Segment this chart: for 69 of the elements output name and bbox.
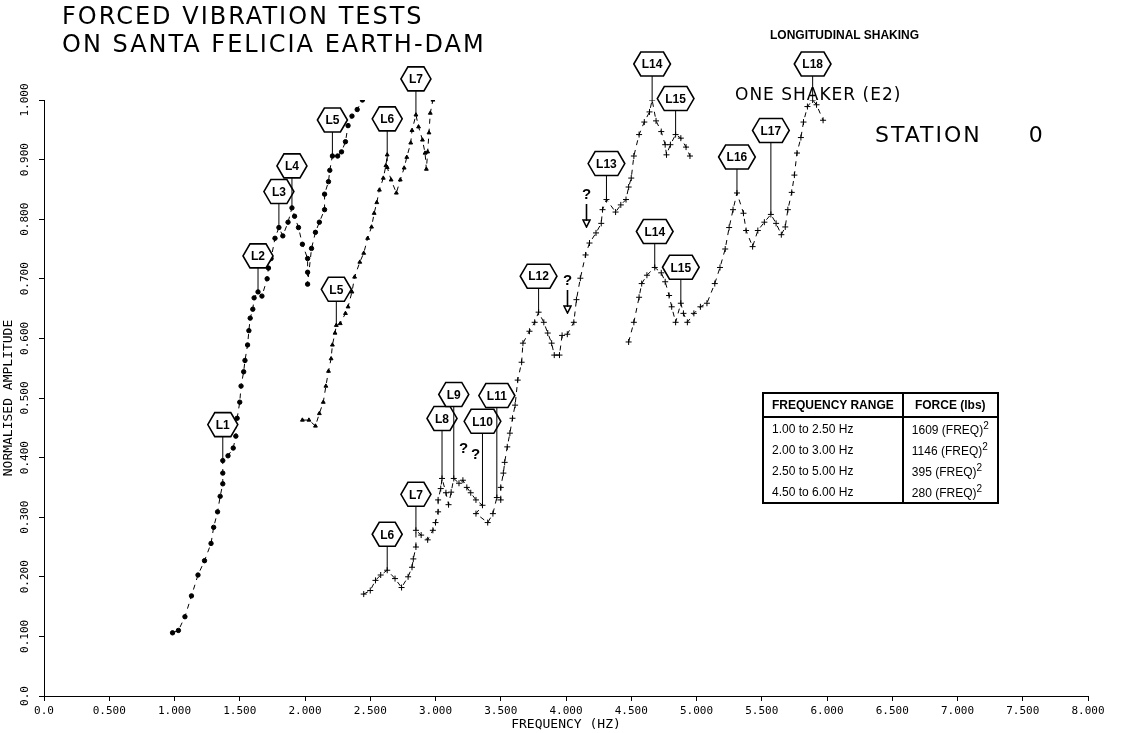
annotation: 2.50 to 5.00 Hz (771, 462, 855, 480)
annotation: L12 (528, 269, 550, 284)
y-tick-label: 0.400 (17, 441, 31, 475)
x-tick-label: 6.000 (810, 704, 844, 718)
annotation: ? (582, 185, 592, 202)
annotation: L8 (435, 411, 450, 426)
chart-subtitle: LONGITUDINAL SHAKING (770, 28, 920, 42)
y-tick-label: 0.200 (17, 560, 31, 594)
y-tick-label: 0.600 (17, 321, 31, 355)
x-tick-label: 3.500 (484, 704, 518, 718)
annotation: 2.00 to 3.00 Hz (771, 441, 855, 459)
annotation: L6 (380, 112, 395, 127)
annotation: L5 (329, 282, 344, 297)
annotation: L6 (380, 527, 395, 542)
y-tick-label: 0.700 (17, 262, 31, 296)
x-tick-label: 0.0 (34, 704, 54, 718)
y-tick-label: 0.900 (17, 143, 31, 177)
x-tick-label: 3.000 (418, 704, 453, 718)
x-tick-label: 8.000 (1071, 704, 1105, 718)
annotation: L4 (284, 159, 300, 174)
annotation: 1609 (FREQ)$^{2}$ (902, 417, 998, 439)
y-axis-title: NORMALISED AMPLITUDE (0, 319, 16, 477)
y-tick-label: 1.000 (17, 83, 31, 117)
x-tick-label: 4.500 (614, 704, 648, 718)
annotation: L17 (760, 123, 782, 138)
annotation: L15 (670, 260, 692, 275)
x-tick-label: 4.000 (549, 704, 583, 718)
x-tick-label: 1.000 (157, 704, 192, 718)
annotation: L5 (325, 113, 340, 128)
annotation: L18 (802, 57, 824, 72)
annotation: ? (459, 439, 469, 456)
annotation: L10 (472, 414, 494, 429)
annotation: FORCE (lbs) (902, 393, 998, 417)
annotation: L13 (596, 156, 618, 171)
annotation: L14 (644, 224, 666, 239)
chart-title: FORCED VIBRATION TESTS ON SANTA FELICIA EARTH-DAM (62, 2, 486, 58)
annotation: FREQUENCY RANGE (763, 393, 903, 417)
annotation: L1 (215, 417, 231, 432)
y-tick-label: 0.500 (17, 381, 31, 415)
x-tick-label: 5.000 (679, 704, 714, 718)
annotation: L15 (665, 91, 687, 106)
x-tick-label: 0.500 (92, 704, 126, 718)
x-tick-label: 7.000 (940, 704, 975, 718)
annotation: ? (471, 445, 481, 462)
x-tick-label: 7.500 (1006, 704, 1040, 718)
annotation: L3 (271, 184, 287, 199)
annotation: 1.00 to 2.50 Hz (771, 420, 855, 438)
x-tick-label: 2.500 (353, 704, 387, 718)
y-tick-label: 0.300 (17, 500, 31, 534)
annotation: 1146 (FREQ)$^{2}$ (902, 439, 998, 460)
annotation: 4.50 to 6.00 Hz (771, 483, 855, 501)
annotation: L14 (641, 57, 663, 72)
x-axis-title: FREQUENCY (HZ) (511, 715, 621, 731)
annotation: L7 (408, 72, 424, 87)
y-tick-label: 0.800 (17, 202, 31, 236)
annotation: L9 (446, 387, 462, 402)
x-tick-label: 5.500 (745, 704, 779, 718)
annotation: STATION 0 (875, 122, 1045, 147)
annotation: L11 (486, 388, 508, 403)
annotation: L7 (408, 487, 424, 502)
annotation: ? (563, 271, 573, 288)
x-tick-label: 2.000 (288, 704, 322, 718)
x-tick-label: 6.500 (875, 704, 909, 718)
annotation: L2 (251, 249, 266, 264)
annotation: 280 (FREQ)$^{2}$ (902, 481, 998, 503)
y-tick-label: 0.100 (17, 619, 31, 653)
annotation: 395 (FREQ)$^{2}$ (902, 460, 998, 481)
x-tick-label: 1.500 (223, 704, 257, 718)
annotation: L16 (726, 150, 748, 165)
